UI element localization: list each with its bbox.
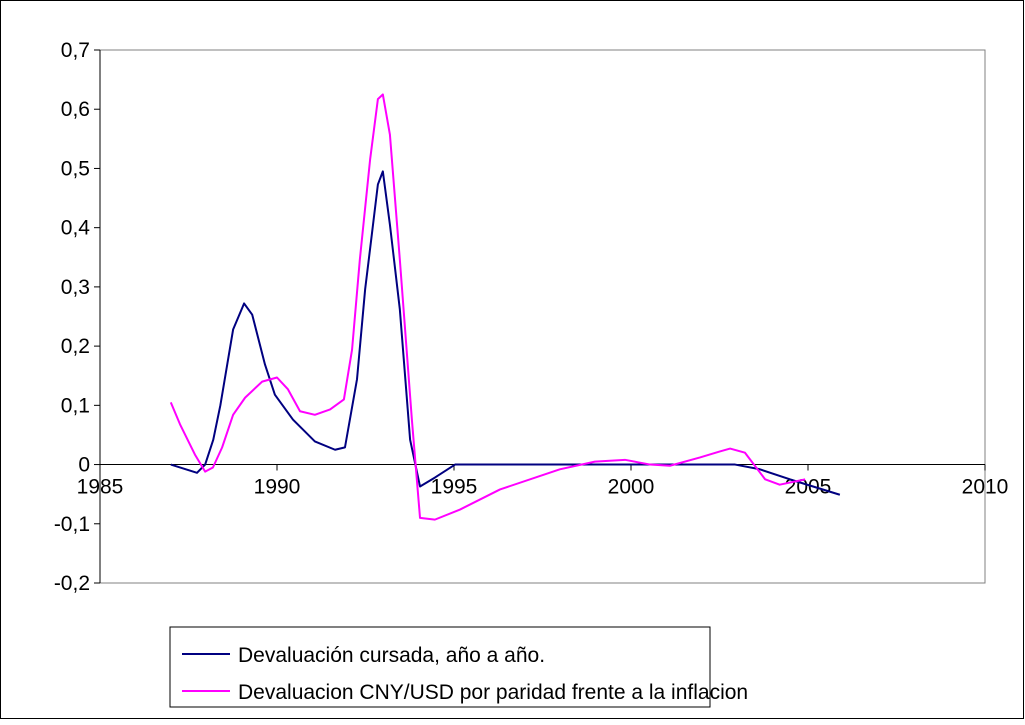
plot-area <box>99 49 986 584</box>
x-tick-label: 1985 <box>77 476 124 499</box>
legend-label: Devaluacion CNY/USD por paridad frente a… <box>238 681 748 704</box>
y-tick-label: -0,1 <box>54 513 90 536</box>
x-tick-label: 1990 <box>254 476 301 499</box>
y-tick-label: 0 <box>78 454 90 477</box>
legend-label: Devaluación cursada, año a año. <box>238 644 545 667</box>
series-line <box>170 170 841 496</box>
y-tick-label: 0,5 <box>61 157 90 180</box>
y-tick-label: 0,2 <box>61 335 90 358</box>
y-tick-label: 0,4 <box>61 217 91 240</box>
x-tick-label: 1995 <box>431 476 478 499</box>
series-line <box>169 93 806 521</box>
y-tick-label: 0,6 <box>61 98 90 121</box>
x-tick-label: 2010 <box>962 476 1009 499</box>
y-tick-label: 0,7 <box>61 39 90 62</box>
y-tick-label: -0,2 <box>54 572 90 595</box>
y-tick-label: 0,3 <box>61 276 90 299</box>
legend-box <box>169 626 711 708</box>
y-tick-label: 0,1 <box>61 394 90 417</box>
x-tick-label: 2000 <box>608 476 655 499</box>
